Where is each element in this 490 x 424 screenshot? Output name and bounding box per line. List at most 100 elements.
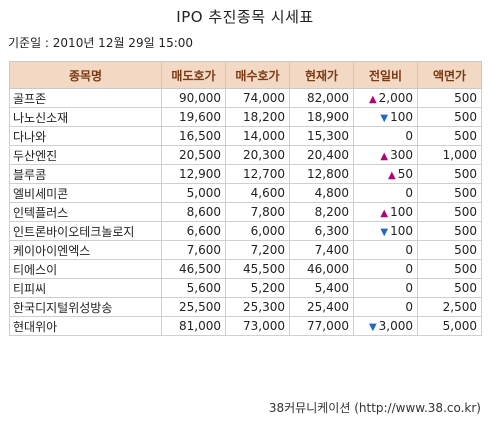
buy-price-cell: 73,000 bbox=[225, 316, 290, 336]
sell-price-cell: 5,600 bbox=[161, 278, 226, 298]
par-value-cell: 500 bbox=[417, 259, 482, 279]
triangle-up-icon: ▲ bbox=[388, 170, 396, 181]
buy-price-cell: 18,200 bbox=[225, 107, 290, 127]
sell-price-cell: 6,600 bbox=[161, 221, 226, 241]
triangle-up-icon: ▲ bbox=[380, 208, 389, 219]
change-cell: 0 bbox=[353, 278, 418, 298]
change-cell: ▼ 100 bbox=[353, 221, 418, 241]
change-cell: ▼ 100 bbox=[353, 107, 418, 127]
current-price-cell: 15,300 bbox=[289, 126, 354, 146]
current-price-cell: 5,400 bbox=[289, 278, 354, 298]
par-value-cell: 500 bbox=[417, 88, 482, 108]
change-cell: ▲ 300 bbox=[353, 145, 418, 165]
table-row: 티에스이 46,500 45,500 46,000 0 500 bbox=[9, 259, 482, 279]
sell-price-cell: 81,000 bbox=[161, 316, 226, 336]
stock-name-cell: 인트론바이오테크놀로지 bbox=[9, 221, 162, 241]
table-row: 한국디지털위성방송 25,500 25,300 25,400 0 2,500 bbox=[9, 297, 482, 317]
sell-price-cell: 16,500 bbox=[161, 126, 226, 146]
buy-price-cell: 14,000 bbox=[225, 126, 290, 146]
column-header-change: 전일비 bbox=[353, 61, 418, 89]
change-cell: ▲ 100 bbox=[353, 202, 418, 222]
change-value: 0 bbox=[405, 262, 413, 276]
table-row: 블루콤 12,900 12,700 12,800 ▲ 50 500 bbox=[9, 164, 482, 184]
buy-price-cell: 25,300 bbox=[225, 297, 290, 317]
change-value: 2,000 bbox=[378, 91, 413, 105]
column-header-price: 현재가 bbox=[289, 61, 354, 89]
change-cell: 0 bbox=[353, 126, 418, 146]
table-row: 인트론바이오테크놀로지 6,600 6,000 6,300 ▼ 100 500 bbox=[9, 221, 482, 241]
column-header-buy: 매수호가 bbox=[225, 61, 290, 89]
ipo-price-table: 종목명 매도호가 매수호가 현재가 전일비 액면가 골프존 90,000 74,00… bbox=[9, 61, 482, 336]
stock-name-cell: 블루콤 bbox=[9, 164, 162, 184]
sell-price-cell: 19,600 bbox=[161, 107, 226, 127]
change-cell: ▲ 50 bbox=[353, 164, 418, 184]
sell-price-cell: 90,000 bbox=[161, 88, 226, 108]
buy-price-cell: 12,700 bbox=[225, 164, 290, 184]
change-cell: 0 bbox=[353, 297, 418, 317]
stock-name-cell: 현대위아 bbox=[9, 316, 162, 336]
buy-price-cell: 6,000 bbox=[225, 221, 290, 241]
stock-name-cell: 엘비세미콘 bbox=[9, 183, 162, 203]
par-value-cell: 500 bbox=[417, 221, 482, 241]
table-header-row: 종목명 매도호가 매수호가 현재가 전일비 액면가 bbox=[9, 61, 482, 89]
stock-name-cell: 티에스이 bbox=[9, 259, 162, 279]
table-row: 다나와 16,500 14,000 15,300 0 500 bbox=[9, 126, 482, 146]
current-price-cell: 46,000 bbox=[289, 259, 354, 279]
change-value: 0 bbox=[405, 186, 413, 200]
par-value-cell: 5,000 bbox=[417, 316, 482, 336]
current-price-cell: 8,200 bbox=[289, 202, 354, 222]
current-price-cell: 18,900 bbox=[289, 107, 354, 127]
buy-price-cell: 74,000 bbox=[225, 88, 290, 108]
table-row: 케이아이엔엑스 7,600 7,200 7,400 0 500 bbox=[9, 240, 482, 260]
stock-name-cell: 다나와 bbox=[9, 126, 162, 146]
current-price-cell: 20,400 bbox=[289, 145, 354, 165]
par-value-cell: 500 bbox=[417, 164, 482, 184]
current-price-cell: 4,800 bbox=[289, 183, 354, 203]
stock-name-cell: 두산엔진 bbox=[9, 145, 162, 165]
current-price-cell: 6,300 bbox=[289, 221, 354, 241]
column-header-par: 액면가 bbox=[417, 61, 482, 89]
change-value: 100 bbox=[390, 110, 413, 124]
change-cell: 0 bbox=[353, 183, 418, 203]
buy-price-cell: 7,800 bbox=[225, 202, 290, 222]
current-price-cell: 82,000 bbox=[289, 88, 354, 108]
stock-name-cell: 티피씨 bbox=[9, 278, 162, 298]
current-price-cell: 25,400 bbox=[289, 297, 354, 317]
change-value: 0 bbox=[405, 281, 413, 295]
sell-price-cell: 20,500 bbox=[161, 145, 226, 165]
sell-price-cell: 12,900 bbox=[161, 164, 226, 184]
table-row: 인텍플러스 8,600 7,800 8,200 ▲ 100 500 bbox=[9, 202, 482, 222]
sell-price-cell: 25,500 bbox=[161, 297, 226, 317]
buy-price-cell: 5,200 bbox=[225, 278, 290, 298]
change-cell: 0 bbox=[353, 240, 418, 260]
stock-name-cell: 나노신소재 bbox=[9, 107, 162, 127]
change-value: 0 bbox=[405, 300, 413, 314]
change-cell: ▼ 3,000 bbox=[353, 316, 418, 336]
sell-price-cell: 8,600 bbox=[161, 202, 226, 222]
change-value: 0 bbox=[405, 243, 413, 257]
change-value: 0 bbox=[405, 129, 413, 143]
triangle-up-icon: ▲ bbox=[368, 94, 377, 105]
par-value-cell: 500 bbox=[417, 183, 482, 203]
par-value-cell: 500 bbox=[417, 126, 482, 146]
par-value-cell: 500 bbox=[417, 202, 482, 222]
column-header-sell: 매도호가 bbox=[161, 61, 226, 89]
par-value-cell: 2,500 bbox=[417, 297, 482, 317]
change-value: 100 bbox=[390, 224, 413, 238]
triangle-down-icon: ▼ bbox=[380, 113, 389, 124]
buy-price-cell: 4,600 bbox=[225, 183, 290, 203]
triangle-up-icon: ▲ bbox=[380, 151, 389, 162]
triangle-down-icon: ▼ bbox=[368, 322, 377, 333]
buy-price-cell: 7,200 bbox=[225, 240, 290, 260]
current-price-cell: 7,400 bbox=[289, 240, 354, 260]
current-price-cell: 77,000 bbox=[289, 316, 354, 336]
triangle-down-icon: ▼ bbox=[380, 227, 389, 238]
table-row: 골프존 90,000 74,000 82,000 ▲ 2,000 500 bbox=[9, 88, 482, 108]
par-value-cell: 500 bbox=[417, 107, 482, 127]
table-row: 나노신소재 19,600 18,200 18,900 ▼ 100 500 bbox=[9, 107, 482, 127]
sell-price-cell: 7,600 bbox=[161, 240, 226, 260]
base-date: 기준일 : 2010년 12월 29일 15:00 bbox=[8, 36, 194, 50]
page-title: IPO 추진종목 시세표 bbox=[176, 8, 314, 26]
par-value-cell: 1,000 bbox=[417, 145, 482, 165]
buy-price-cell: 20,300 bbox=[225, 145, 290, 165]
